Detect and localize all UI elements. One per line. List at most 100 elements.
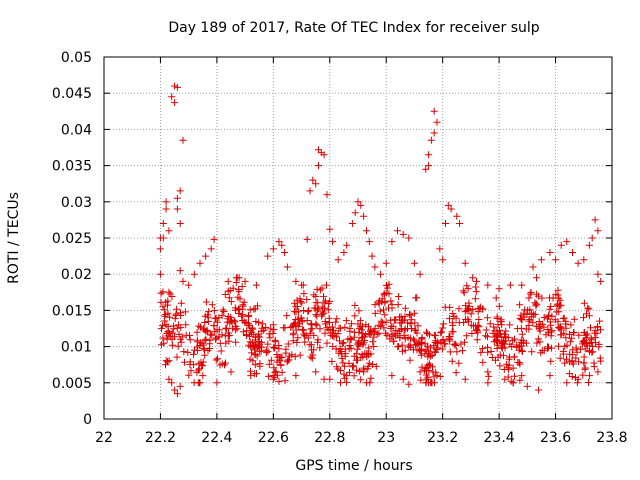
data-point bbox=[346, 325, 354, 333]
data-point bbox=[510, 353, 518, 361]
data-point bbox=[417, 351, 425, 359]
y-axis-label: ROTI / TECUs bbox=[6, 192, 22, 284]
data-point bbox=[517, 311, 525, 319]
data-point bbox=[596, 317, 604, 325]
data-point bbox=[369, 338, 377, 346]
data-point bbox=[281, 249, 289, 256]
y-tick-label: 0.02 bbox=[61, 267, 92, 283]
data-point bbox=[224, 332, 232, 340]
data-point bbox=[258, 324, 266, 332]
data-point bbox=[518, 372, 526, 380]
data-point bbox=[399, 230, 407, 238]
data-point bbox=[401, 316, 408, 324]
data-point bbox=[231, 304, 239, 312]
data-point bbox=[518, 316, 526, 324]
data-point bbox=[321, 297, 329, 305]
data-point bbox=[186, 332, 193, 339]
data-point bbox=[196, 259, 204, 267]
data-point bbox=[305, 307, 313, 314]
data-point bbox=[363, 227, 370, 235]
data-point bbox=[166, 333, 174, 341]
data-point bbox=[363, 379, 370, 387]
data-point bbox=[172, 310, 180, 318]
data-point bbox=[292, 303, 300, 311]
data-point bbox=[307, 341, 315, 349]
data-point bbox=[255, 338, 263, 345]
data-point bbox=[442, 220, 449, 227]
data-point bbox=[501, 344, 509, 352]
data-point bbox=[177, 324, 185, 332]
data-point bbox=[301, 338, 309, 346]
data-point bbox=[271, 344, 279, 352]
data-point bbox=[569, 249, 576, 256]
data-point bbox=[430, 331, 438, 339]
x-tick-labels: 22 22.2 22.4 22.6 22.8 23 23.2 23.4 23.6 23.8 bbox=[95, 430, 628, 446]
data-point bbox=[303, 235, 311, 243]
data-point bbox=[252, 281, 260, 289]
data-point bbox=[224, 277, 232, 285]
data-point bbox=[431, 379, 438, 387]
data-point bbox=[227, 298, 235, 306]
data-point bbox=[240, 298, 248, 306]
data-point bbox=[430, 107, 438, 115]
data-point bbox=[164, 309, 172, 317]
data-point bbox=[585, 372, 593, 380]
data-point bbox=[222, 359, 229, 367]
data-point bbox=[162, 198, 170, 206]
data-point bbox=[349, 362, 357, 370]
data-point bbox=[438, 328, 445, 336]
data-point bbox=[356, 323, 364, 331]
data-point bbox=[215, 314, 223, 322]
data-point bbox=[309, 176, 317, 184]
data-point bbox=[468, 330, 476, 337]
data-point bbox=[171, 315, 179, 323]
data-point bbox=[371, 309, 379, 317]
data-point bbox=[568, 357, 576, 365]
data-point bbox=[495, 285, 503, 293]
data-point bbox=[356, 325, 363, 333]
data-point bbox=[300, 290, 308, 298]
data-point bbox=[320, 292, 327, 300]
data-point bbox=[284, 340, 292, 348]
data-point bbox=[484, 281, 492, 289]
data-point bbox=[591, 216, 599, 224]
data-point bbox=[176, 220, 184, 227]
data-point bbox=[424, 361, 432, 369]
data-point bbox=[467, 310, 475, 318]
data-point bbox=[401, 304, 409, 312]
data-point bbox=[580, 359, 588, 367]
x-tick-label: 22.8 bbox=[314, 430, 345, 446]
data-point bbox=[271, 336, 279, 344]
data-point bbox=[487, 348, 495, 355]
data-point bbox=[522, 339, 530, 347]
data-point bbox=[439, 337, 447, 345]
data-point bbox=[526, 316, 534, 323]
data-point bbox=[184, 348, 192, 356]
data-point bbox=[278, 368, 286, 376]
data-point bbox=[316, 344, 324, 352]
data-point bbox=[294, 315, 302, 323]
data-point bbox=[210, 307, 218, 315]
data-point bbox=[557, 301, 565, 309]
data-point bbox=[269, 330, 277, 337]
data-point bbox=[513, 325, 521, 333]
data-point bbox=[333, 363, 341, 371]
data-point bbox=[312, 304, 320, 312]
data-point bbox=[549, 294, 557, 302]
x-tick-label: 23.4 bbox=[484, 430, 515, 446]
data-point bbox=[502, 327, 510, 335]
data-point bbox=[294, 334, 302, 342]
data-point bbox=[247, 343, 255, 351]
data-point bbox=[253, 370, 260, 378]
grid-lines bbox=[104, 57, 612, 419]
data-point bbox=[452, 342, 460, 349]
data-point bbox=[180, 348, 188, 356]
data-point bbox=[270, 364, 278, 372]
data-point bbox=[568, 351, 576, 359]
data-point bbox=[529, 263, 537, 271]
data-point bbox=[199, 372, 207, 380]
y-tick-label: 0.005 bbox=[52, 376, 92, 392]
data-point bbox=[222, 324, 230, 332]
data-point bbox=[302, 331, 310, 339]
data-point bbox=[406, 311, 413, 318]
